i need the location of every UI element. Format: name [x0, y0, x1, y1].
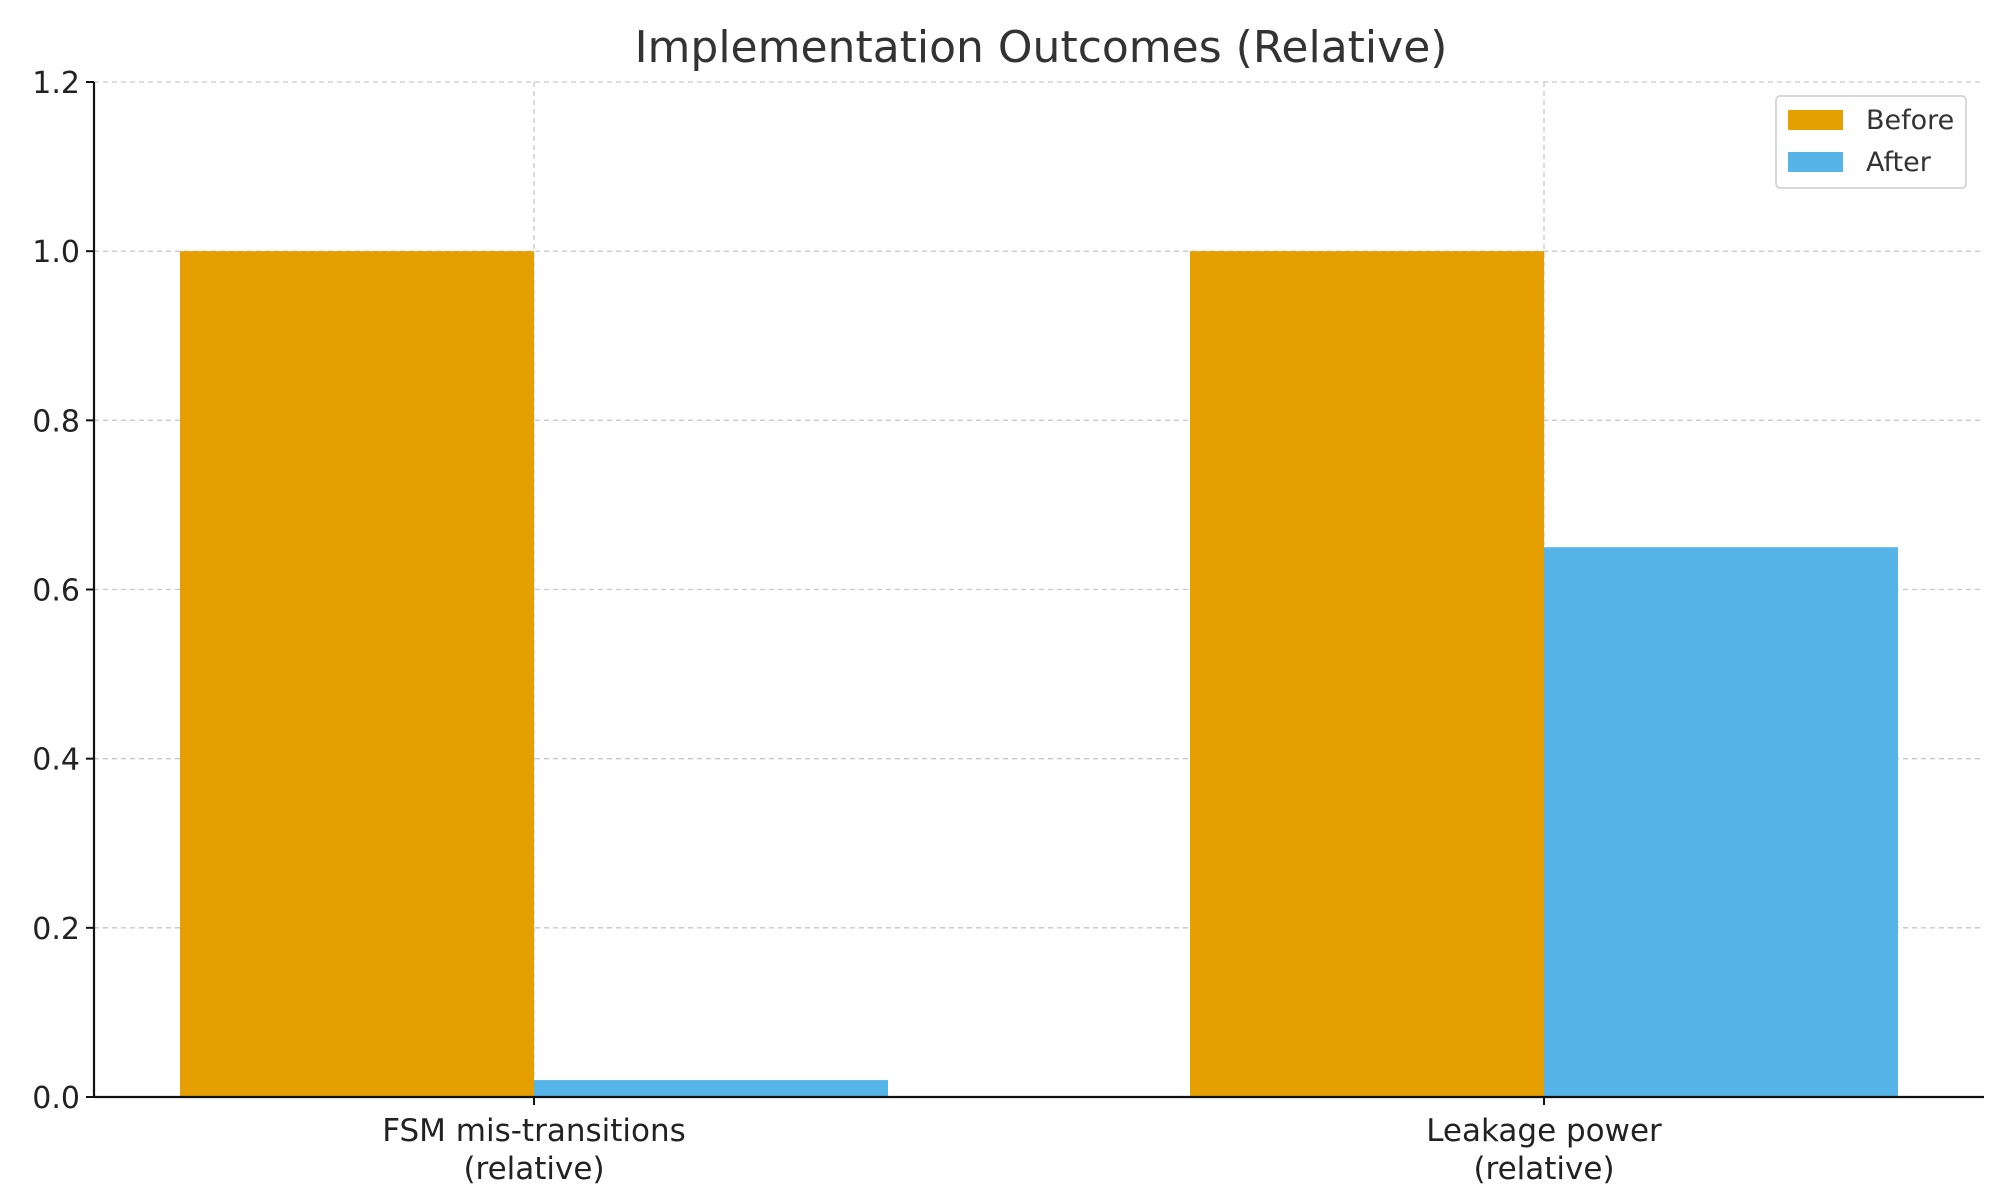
y-tick-label: 0.8	[32, 404, 80, 439]
y-axis-ticks: 0.0 0.2 0.4 0.6 0.8 1.0 1.2	[32, 66, 94, 1116]
y-tick-label: 1.0	[32, 235, 80, 270]
bar-before-1	[1190, 251, 1544, 1097]
y-tick-label: 1.2	[32, 66, 80, 101]
legend-label-before: Before	[1866, 105, 1954, 136]
bar-before-0	[180, 251, 534, 1097]
bars	[180, 251, 1898, 1097]
bar-after-0	[534, 1080, 888, 1097]
bar-after-1	[1544, 547, 1898, 1097]
y-tick-label: 0.0	[32, 1081, 80, 1116]
x-tick-label: FSM mis-transitions (relative)	[382, 1113, 686, 1187]
legend[interactable]: Before After	[1775, 95, 1967, 189]
legend-label-after: After	[1866, 147, 1932, 178]
x-tick-label: Leakage power (relative)	[1426, 1113, 1662, 1187]
legend-swatch-before	[1788, 110, 1843, 130]
y-tick-label: 0.6	[32, 574, 80, 609]
y-tick-label: 0.2	[32, 912, 80, 947]
legend-swatch-after	[1788, 152, 1843, 172]
y-tick-label: 0.4	[32, 743, 80, 778]
chart-title: Implementation Outcomes (Relative)	[635, 22, 1448, 73]
x-axis-ticks: FSM mis-transitions (relative) Leakage pow…	[382, 1097, 1662, 1187]
